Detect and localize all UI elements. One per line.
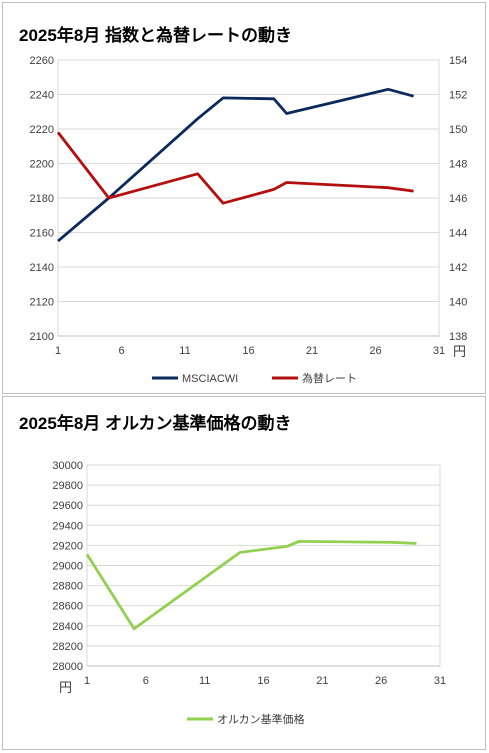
y-tick-label: 2180 [30,193,54,205]
y-tick-label: 2120 [30,297,54,309]
y-tick-label: 2260 [30,55,54,67]
x-tick-label: 1 [55,345,61,357]
x-tick-label: 16 [257,675,269,687]
x-tick-label: 21 [316,675,328,687]
y-tick-label: 28600 [52,601,83,613]
series-line-left [57,87,414,243]
y-unit-label: 円 [59,680,72,695]
y-tick-label: 28000 [52,661,83,673]
y-tick-label: 2220 [30,124,54,136]
y-tick-label: 29000 [52,561,83,573]
y2-tick-label: 142 [449,262,467,274]
y-tick-label: 29400 [52,520,83,532]
y2-tick-label: 140 [449,297,467,309]
y-tick-label: 28400 [52,621,83,633]
chart-index-fx: 2100 2120 2140 2160 2180 2200 2220 2240 2260 138 1… [30,55,468,385]
chart-panel-index-fx: 2025年8月 指数と為替レートの動き 2100 2120 2140 2160 2180… [2,2,486,394]
x-tick-label: 11 [199,675,210,687]
y-tick-label: 30000 [52,460,83,472]
legend-label: MSCIACWI [182,373,238,385]
y2-tick-label: 150 [449,124,467,136]
x-tick-label: 1 [84,675,90,687]
y2-tick-label: 154 [449,55,467,67]
y-tick-label: 2100 [30,331,54,343]
y-tick-label: 28800 [52,581,83,593]
x-unit-label: 円 [453,344,466,359]
y-tick-label: 29800 [52,480,83,492]
y-tick-label: 2200 [30,159,54,171]
x-tick-label: 21 [306,345,318,357]
x-tick-label: 26 [369,345,381,357]
y2-tick-label: 148 [449,159,467,171]
x-tick-label: 6 [143,675,149,687]
y-tick-label: 28200 [52,641,83,653]
x-tick-label: 26 [375,675,387,687]
y2-tick-label: 152 [449,90,467,102]
series-line-main [85,539,417,631]
series-line-right [56,131,414,205]
legend-label: オルカン基準価格 [217,712,305,726]
y2-tick-label: 146 [449,193,467,205]
x-tick-label: 31 [433,345,445,357]
chart-title: 2025年8月 オルカン基準価格の動き [19,414,292,433]
x-tick-label: 16 [242,345,254,357]
legend-label: 為替レート [302,371,357,385]
chart-fund-price: 28000 28200 28400 28600 28800 29000 29200 29400… [52,460,446,726]
y-tick-label: 2240 [30,90,54,102]
y2-tick-label: 144 [449,228,467,240]
y-tick-label: 2160 [30,228,54,240]
y-tick-label: 29600 [52,500,83,512]
chart-panel-fund-price: 2025年8月 オルカン基準価格の動き 28000 28200 28400 28600… [2,396,486,750]
chart-title: 2025年8月 指数と為替レートの動き [19,26,292,45]
x-tick-label: 6 [118,345,124,357]
x-tick-label: 31 [434,675,446,687]
y2-tick-label: 138 [449,331,467,343]
x-tick-label: 11 [179,345,190,357]
y-tick-label: 29200 [52,540,83,552]
y-tick-label: 2140 [30,262,54,274]
